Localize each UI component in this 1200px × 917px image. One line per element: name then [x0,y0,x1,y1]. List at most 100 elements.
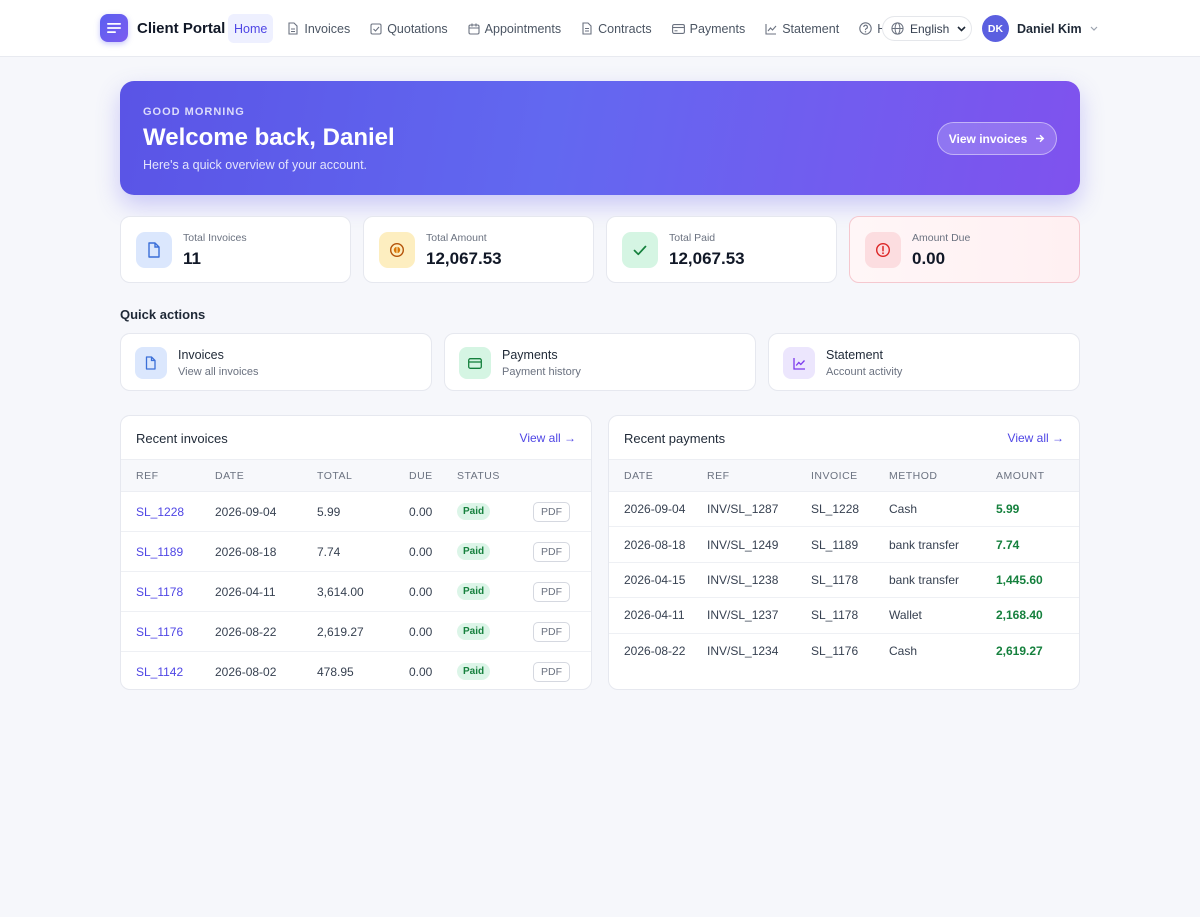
table-row: 2026-08-22 INV/SL_1234 SL_1176 Cash 2,61… [609,633,1079,668]
recent-payments-title: Recent payments [624,431,726,446]
column-header-ref: REF [707,459,811,492]
document-icon [582,22,592,35]
main-nav: Home Invoices Quotations Appointments Co… [228,14,920,43]
invoice-ref-link[interactable]: SL_1189 [136,544,184,559]
card-icon [459,347,491,379]
quick-action-statement[interactable]: Statement Account activity [768,333,1080,391]
quick-action-invoices[interactable]: Invoices View all invoices [120,333,432,391]
quick-action-payments[interactable]: Payments Payment history [444,333,756,391]
nav-label: Appointments [484,21,562,36]
file-icon [288,22,298,35]
payment-ref: INV/SL_1287 [707,491,811,528]
recent-payments-table: DATE REF INVOICE METHOD AMOUNT 2026-09-0… [609,459,1079,668]
nav-item-quotations[interactable]: Quotations [364,14,453,43]
payment-amount: 7.74 [996,526,1079,563]
language-select[interactable]: English [882,16,972,41]
view-all-invoices-link[interactable]: View all → [519,431,576,445]
view-all-payments-link[interactable]: View all → [1007,431,1064,445]
recent-payments-panel: Recent payments View all → DATE REF INVO… [608,415,1080,690]
invoice-ref-link[interactable]: SL_1228 [136,504,185,519]
quick-action-subtitle: Account activity [826,366,903,378]
card-icon [671,23,685,34]
quick-action-title: Invoices [178,348,224,362]
stat-value: 12,067.53 [426,249,502,268]
chart-icon [765,23,777,35]
invoice-due: 0.00 [409,571,457,612]
invoice-date: 2026-08-22 [215,611,317,652]
language-label: English [910,21,950,36]
column-header-total: TOTAL [317,459,409,492]
recent-invoices-panel: Recent invoices View all → REF DATE TOTA… [120,415,592,690]
pdf-button[interactable]: PDF [533,661,570,682]
globe-icon [891,22,904,35]
column-header-amount: AMOUNT [996,459,1079,492]
invoice-total: 5.99 [317,491,409,532]
payment-date: 2026-04-15 [609,562,707,599]
nav-item-invoices[interactable]: Invoices [281,14,356,43]
nav-label: Invoices [304,21,351,36]
nav-item-contracts[interactable]: Contracts [575,14,658,43]
invoice-total: 478.95 [317,664,354,679]
pdf-button[interactable]: PDF [533,621,570,642]
status-badge: Paid [457,663,491,681]
user-menu[interactable]: DK Daniel Kim [982,15,1098,42]
chart-icon [783,347,815,379]
view-invoices-label: View invoices [948,131,1028,146]
greeting-eyebrow: GOOD MORNING [143,106,245,118]
pdf-button[interactable]: PDF [533,501,570,522]
invoice-due: 0.00 [409,531,457,572]
nav-item-home[interactable]: Home [228,14,274,43]
nav-item-statement[interactable]: Statement [759,14,845,43]
pdf-button[interactable]: PDF [533,581,570,602]
invoice-ref-link[interactable]: SL_1176 [136,624,184,639]
stat-value: 0.00 [912,249,946,268]
table-row: SL_1228 2026-09-04 5.99 0.00 Paid PDF [121,491,591,532]
payment-method: Wallet [889,597,996,634]
status-badge: Paid [457,583,491,600]
payment-invoice: SL_1178 [811,562,889,599]
avatar: DK [982,15,1009,42]
invoice-total: 2,619.27 [317,611,409,652]
chevron-down-icon [1090,26,1098,31]
payment-amount: 5.99 [996,491,1079,528]
column-header-status: STATUS [457,459,533,492]
payment-method: Cash [889,491,996,528]
column-header-ref: REF [121,459,215,492]
nav-item-appointments[interactable]: Appointments [462,14,567,43]
invoice-due: 0.00 [409,611,457,652]
stat-label: Total Paid [669,232,716,244]
quick-action-subtitle: View all invoices [178,366,259,378]
payment-invoice: SL_1228 [811,491,889,528]
stat-label: Total Amount [426,232,487,244]
table-row: SL_1142 2026-08-02 478.95 0.00 Paid PDF [121,652,591,690]
payment-amount: 2,619.27 [996,644,1043,658]
payment-date: 2026-09-04 [609,491,707,528]
welcome-banner: GOOD MORNING Welcome back, Daniel Here's… [120,81,1080,195]
payment-amount: 1,445.60 [996,562,1079,599]
payment-ref: INV/SL_1249 [707,526,811,563]
table-row: 2026-09-04 INV/SL_1287 SL_1228 Cash 5.99 [609,491,1079,528]
invoice-date: 2026-08-02 [215,664,277,679]
invoice-date: 2026-08-18 [215,531,317,572]
invoice-date: 2026-09-04 [215,491,317,532]
pdf-button[interactable]: PDF [533,541,570,562]
view-invoices-button[interactable]: View invoices [937,122,1057,155]
brand-name: Client Portal [137,19,226,37]
column-header-method: METHOD [889,459,996,492]
invoice-total: 7.74 [317,531,409,572]
invoice-ref-link[interactable]: SL_1142 [136,664,184,679]
user-name: Daniel Kim [1017,21,1082,36]
status-badge: Paid [457,503,491,520]
payment-amount: 2,168.40 [996,597,1079,634]
brand[interactable]: Client Portal [100,14,225,42]
help-icon [859,22,872,35]
invoice-ref-link[interactable]: SL_1178 [136,584,184,599]
nav-item-payments[interactable]: Payments [666,14,752,43]
invoice-due: 0.00 [409,491,457,532]
status-badge: Paid [457,623,491,640]
column-header-date: DATE [215,459,317,492]
arrow-right-icon [1036,134,1045,143]
quick-action-title: Payments [502,348,558,362]
quick-actions-title: Quick actions [120,307,206,322]
quick-action-title: Statement [826,348,883,362]
